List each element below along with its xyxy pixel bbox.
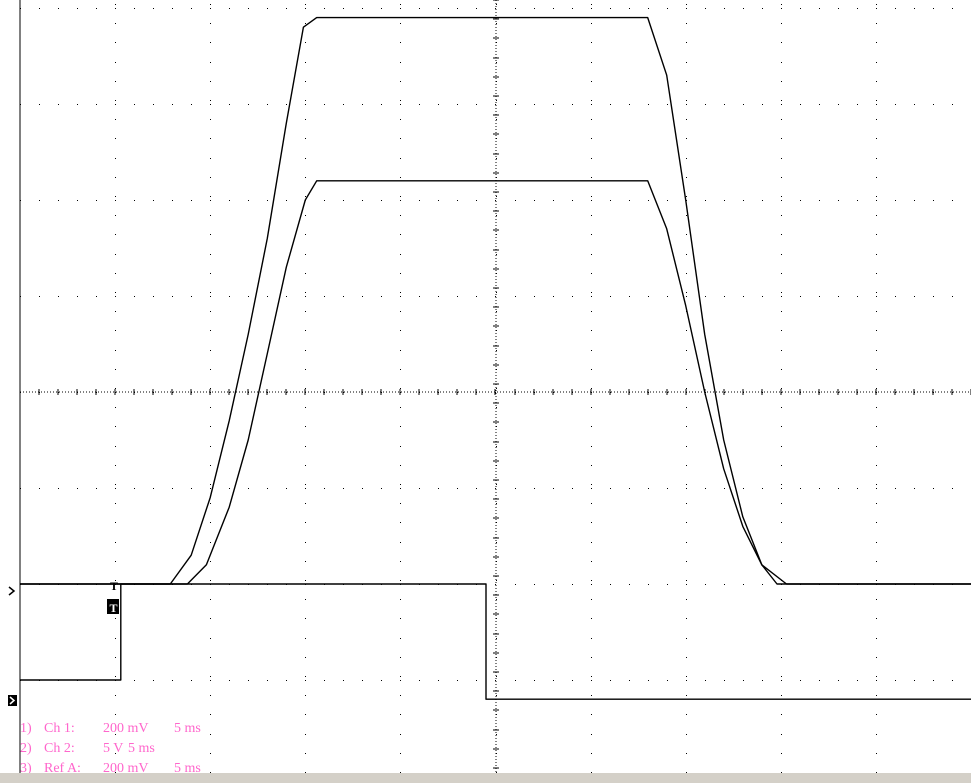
trigger-marker: T [107,599,119,615]
ch1-ground-marker [8,586,16,596]
legend-index-3: 3) [20,761,32,776]
legend-volts-3: 200 mV [103,761,149,776]
legend-time-2: 5 ms [128,741,155,756]
legend-name-2: Ch 2: [44,741,75,756]
ch2-ground-marker [8,695,17,706]
trace-ch-2 [20,583,971,700]
trace-ref-a [20,180,971,585]
traces [20,16,971,700]
legend-index-1: 1) [20,721,32,736]
legend-time-3: 5 ms [174,761,201,776]
window-bottom-border [0,773,971,783]
trigger-label: T [110,579,118,593]
trigger-marker-label: T [110,601,118,615]
legend-volts-2: 5 V [103,741,123,756]
legend-volts-1: 200 mV [103,721,149,736]
legend-name-1: Ch 1: [44,721,75,736]
trace-ch-1 [20,16,971,585]
legend-name-3: Ref A: [44,761,81,776]
legend-index-2: 2) [20,741,32,756]
markers: T T [8,579,119,706]
legend-time-1: 5 ms [174,721,201,736]
channel-legend: 1) Ch 1: 200 mV 5 ms 2) Ch 2: 5 V 5 ms 3… [20,721,201,776]
